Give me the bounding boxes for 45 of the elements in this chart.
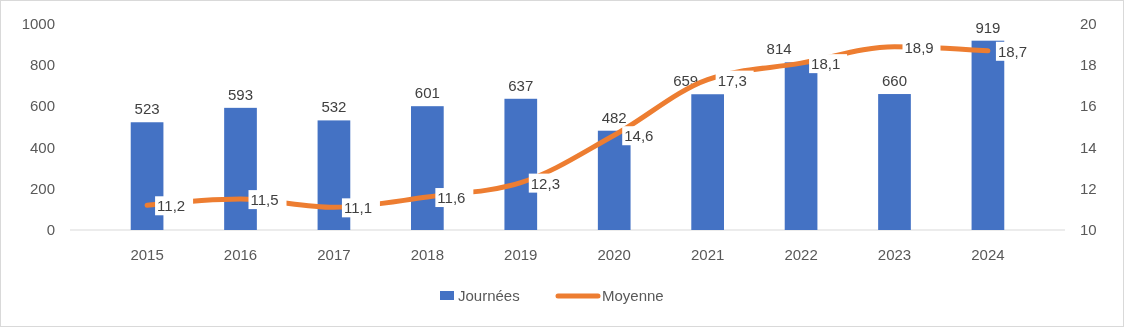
y2-tick-label: 12 xyxy=(1080,179,1097,197)
y-tick-label: 800 xyxy=(29,56,55,74)
data-label: 11,2 xyxy=(157,197,186,215)
x-tick-label: 2018 xyxy=(410,246,445,263)
data-label: 482 xyxy=(601,108,627,126)
data-label: 919 xyxy=(975,18,1001,36)
data-label: 593 xyxy=(227,85,254,103)
legend-label: Journées xyxy=(458,287,520,304)
x-tick-label: 2024 xyxy=(971,246,1005,263)
bar xyxy=(878,94,911,230)
y2-tick-label: 16 xyxy=(1080,97,1097,115)
y2-tick-label: 14 xyxy=(1080,138,1097,156)
x-tick-label: 2016 xyxy=(223,246,258,263)
data-label: 814 xyxy=(766,40,792,58)
x-tick-label: 2022 xyxy=(784,246,818,263)
y-tick-label: 1000 xyxy=(21,15,55,32)
data-label: 601 xyxy=(414,84,440,102)
data-label: 532 xyxy=(321,98,347,116)
y-tick-label: 600 xyxy=(29,97,55,115)
x-tick-label: 2021 xyxy=(690,246,725,263)
x-tick-label: 2020 xyxy=(597,246,631,263)
y2-tick-label: 10 xyxy=(1080,221,1097,238)
data-label: 523 xyxy=(134,100,160,118)
x-tick-label: 2017 xyxy=(317,246,351,263)
y-tick-label: 200 xyxy=(29,179,55,197)
data-label: 18,1 xyxy=(811,55,841,73)
data-label: 18,7 xyxy=(997,42,1028,60)
data-label: 12,3 xyxy=(530,174,560,192)
data-label: 11,5 xyxy=(250,191,279,209)
bar xyxy=(691,94,724,230)
data-label: 17,3 xyxy=(717,71,747,89)
x-tick-label: 2015 xyxy=(130,246,164,263)
data-label: 11,1 xyxy=(343,199,373,217)
data-label: 637 xyxy=(508,76,534,94)
x-tick-label: 2023 xyxy=(877,246,912,263)
y2-tick-label: 20 xyxy=(1080,15,1097,32)
legend-label: Moyenne xyxy=(602,287,664,304)
y2-tick-label: 18 xyxy=(1080,56,1097,74)
y-tick-label: 0 xyxy=(46,221,55,238)
x-tick-label: 2019 xyxy=(504,246,538,263)
data-label: 660 xyxy=(881,72,908,90)
data-label: 18,9 xyxy=(904,38,934,56)
y-tick-label: 400 xyxy=(29,138,55,156)
data-label: 14,6 xyxy=(624,127,654,145)
data-label: 11,6 xyxy=(437,189,466,207)
